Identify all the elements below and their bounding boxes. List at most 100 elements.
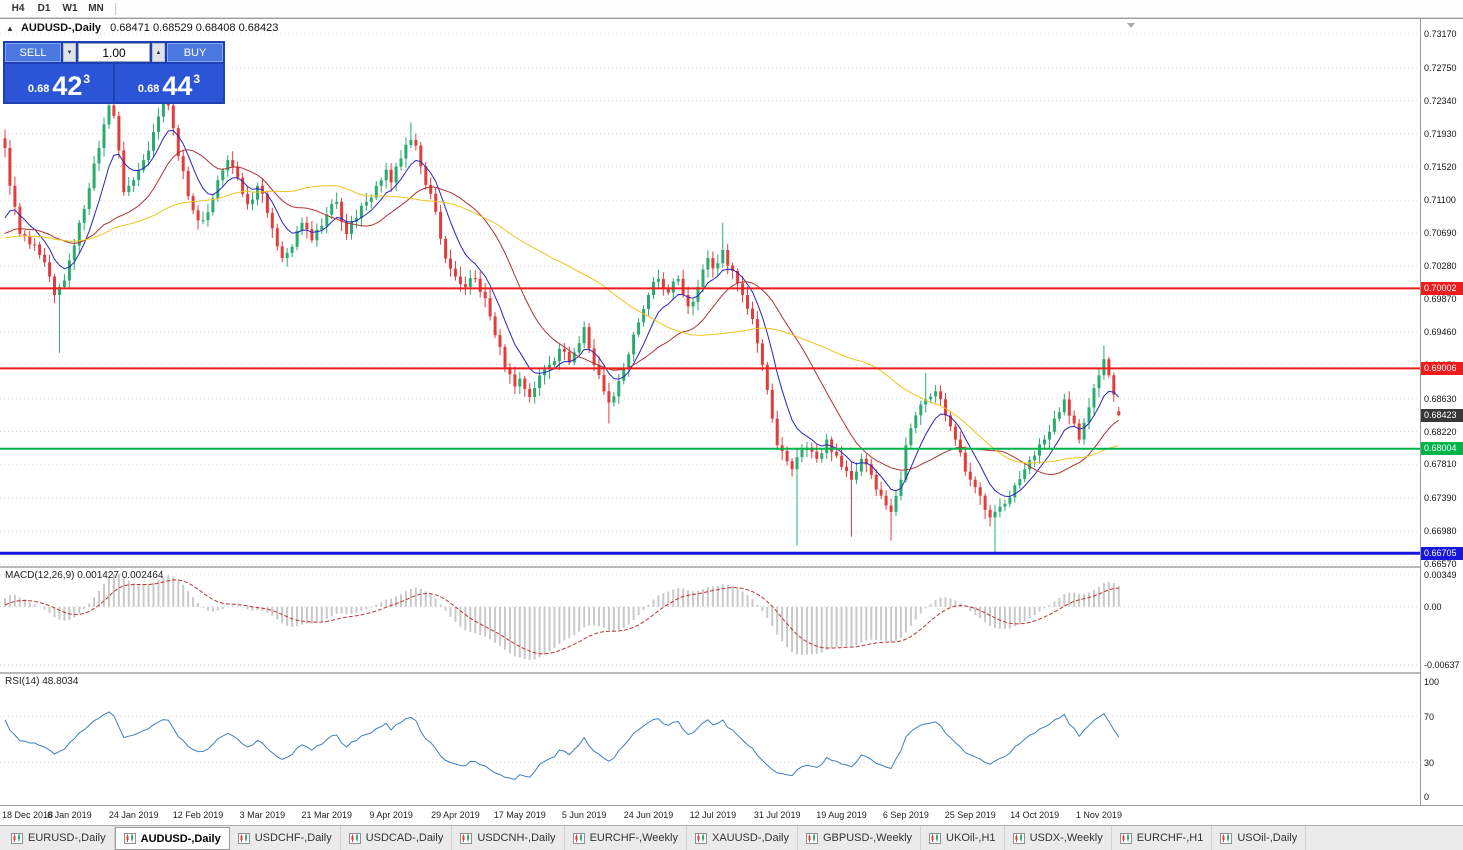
volume-increase-icon[interactable]: ▲	[152, 43, 165, 62]
chart-tab-eurchf-weekly[interactable]: EURCHF-,Weekly	[565, 826, 687, 850]
price-axis[interactable]: 0.73170 0.72750 0.72340 0.71930 0.71520 0.711…	[1420, 19, 1463, 805]
date-axis-label: 21 Mar 2019	[301, 810, 353, 820]
price-chart-canvas[interactable]	[0, 19, 1420, 566]
price-axis-label: 0.71520	[1424, 161, 1457, 172]
chart-tab-audusd-daily[interactable]: AUDUSD-,Daily	[114, 827, 230, 850]
chart-tab-label: UKOil-,H1	[946, 832, 996, 844]
chart-tab-usoil-daily[interactable]: USOil-,Daily	[1212, 826, 1307, 850]
price-axis-label: 0.66980	[1424, 526, 1457, 537]
price-axis-label: 0.68220	[1424, 426, 1457, 437]
chart-tab-xauusd-daily[interactable]: XAUUSD-,Daily	[687, 826, 798, 850]
date-axis-label: 29 Apr 2019	[431, 810, 480, 820]
chart-tab-label: XAUUSD-,Daily	[711, 832, 789, 844]
time-axis[interactable]: 18 Dec 2018 6 Jan 2019 24 Jan 2019 12 Feb 2…	[0, 805, 1463, 825]
chart-window: ▲ AUDUSD-,Daily 0.68471 0.68529 0.68408 …	[0, 18, 1463, 805]
rsi-axis-label: 70	[1424, 711, 1435, 722]
price-axis-label: 0.66570	[1424, 559, 1457, 569]
price-axis-label: 0.72340	[1424, 95, 1457, 106]
date-axis-label: 24 Jun 2019	[623, 810, 674, 820]
sell-price-pip-digit: 3	[83, 72, 91, 86]
price-axis-label: 0.70280	[1424, 261, 1457, 272]
price-axis-label: 0.68630	[1424, 393, 1457, 404]
chart-tab-ukoil-h1[interactable]: UKOil-,H1	[921, 826, 1005, 850]
price-axis-label: 0.67390	[1424, 493, 1457, 504]
sell-price-prefix: 0.68	[27, 83, 50, 95]
pane-separator[interactable]	[0, 566, 1420, 568]
chart-tab-usdx-weekly[interactable]: USDX-,Weekly	[1005, 826, 1112, 850]
macd-axis-label: 0.00349	[1424, 570, 1457, 580]
toolbar-separator	[115, 2, 116, 15]
timeframe-toolbar: H4 D1 W1 MN	[0, 0, 1463, 18]
chart-tab-label: GBPUSD-,Weekly	[823, 832, 913, 844]
mini-chart-icon	[694, 832, 707, 844]
price-axis-label: 0.69870	[1424, 294, 1457, 304]
price-pane: ▲ AUDUSD-,Daily 0.68471 0.68529 0.68408 …	[0, 19, 1420, 566]
price-level-tag[interactable]: 0.66705	[1421, 546, 1463, 560]
price-axis-label: 0.67810	[1424, 459, 1457, 470]
chart-tab-usdcnh-daily[interactable]: USDCNH-,Daily	[452, 826, 565, 850]
date-axis-label: 9 Apr 2019	[369, 810, 413, 820]
chart-tab-label: USDCAD-,Daily	[365, 832, 444, 844]
chart-tab-label: EURUSD-,Daily	[28, 832, 106, 844]
date-axis-label: 6 Jan 2019	[47, 810, 92, 820]
buy-button[interactable]: BUY	[167, 43, 223, 62]
sell-price-display[interactable]: 0.68 42 3	[5, 64, 113, 102]
mini-chart-icon	[1119, 832, 1132, 844]
chart-panes: ▲ AUDUSD-,Daily 0.68471 0.68529 0.68408 …	[0, 19, 1420, 805]
one-click-price-row: 0.68 42 3 0.68 44 3	[5, 64, 223, 102]
price-axis-label: 0.69460	[1424, 326, 1457, 337]
chart-symbol-label: AUDUSD-,Daily	[20, 22, 102, 34]
chart-tab-label: EURCHF-,H1	[1136, 832, 1204, 844]
macd-label: MACD(12,26,9) 0.001427 0.002464	[5, 570, 164, 581]
sell-button[interactable]: SELL	[5, 43, 61, 62]
mini-chart-icon	[237, 832, 250, 844]
chart-tab-usdcad-daily[interactable]: USDCAD-,Daily	[341, 826, 453, 850]
price-axis-label: 0.71100	[1424, 195, 1456, 206]
buy-price-prefix: 0.68	[137, 83, 160, 95]
price-level-tag[interactable]: 0.69006	[1421, 361, 1463, 375]
one-click-collapse-icon[interactable]: ▲	[6, 24, 14, 33]
chart-title: ▲ AUDUSD-,Daily 0.68471 0.68529 0.68408 …	[6, 22, 278, 34]
one-click-trading-panel: SELL ▼ ▲ BUY 0.68 42 3 0.68	[3, 41, 225, 104]
price-axis-label: 0.72750	[1424, 62, 1457, 73]
chart-ohlc-values: 0.68471 0.68529 0.68408 0.68423	[110, 22, 279, 34]
chart-tabbar: EURUSD-,Daily AUDUSD-,Daily USDCHF-,Daily U…	[0, 825, 1463, 850]
volume-decrease-icon[interactable]: ▼	[63, 43, 76, 62]
date-axis-label: 1 Nov 2019	[1075, 810, 1122, 820]
pane-separator[interactable]	[0, 672, 1420, 674]
mini-chart-icon	[929, 832, 942, 844]
price-level-tag[interactable]: 0.70002	[1421, 281, 1463, 295]
chart-tab-gbpusd-weekly[interactable]: GBPUSD-,Weekly	[798, 826, 922, 850]
chart-tab-label: USDX-,Weekly	[1029, 832, 1103, 844]
date-axis-label: 3 Mar 2019	[239, 810, 286, 820]
rsi-canvas[interactable]	[0, 674, 1420, 805]
macd-canvas[interactable]	[0, 568, 1420, 672]
chart-tab-label: USOil-,Daily	[1237, 832, 1298, 844]
macd-axis-label: 0.00	[1424, 601, 1442, 612]
date-axis-label: 31 Jul 2019	[753, 810, 801, 820]
price-level-tag[interactable]: 0.68423	[1421, 408, 1463, 422]
price-shift-marker[interactable]	[1127, 23, 1135, 28]
mini-chart-icon	[1220, 832, 1233, 844]
price-level-tag[interactable]: 0.68004	[1421, 442, 1463, 456]
buy-price-display[interactable]: 0.68 44 3	[115, 64, 223, 102]
buy-price-big-digits: 44	[162, 71, 193, 101]
timeframe-button-w1[interactable]: W1	[58, 1, 82, 16]
date-axis-label: 18 Dec 2018	[2, 810, 54, 820]
rsi-label: RSI(14) 48.8034	[5, 676, 79, 687]
chart-tab-usdchf-daily[interactable]: USDCHF-,Daily	[230, 826, 341, 850]
mini-chart-icon	[1012, 832, 1025, 844]
timeframe-button-d1[interactable]: D1	[32, 1, 56, 16]
buy-price-pip-digit: 3	[193, 72, 201, 86]
volume-input[interactable]	[78, 43, 150, 62]
timeframe-button-mn[interactable]: MN	[84, 1, 108, 16]
rsi-axis-label: 100	[1424, 677, 1440, 687]
macd-pane: MACD(12,26,9) 0.001427 0.002464	[0, 568, 1420, 672]
timeframe-button-h4[interactable]: H4	[6, 1, 30, 16]
date-axis-label: 12 Jul 2019	[689, 810, 737, 820]
chart-tab-eurchf-h1[interactable]: EURCHF-,H1	[1112, 826, 1213, 850]
chart-tab-eurusd-daily[interactable]: EURUSD-,Daily	[3, 826, 115, 850]
date-axis-label: 12 Feb 2019	[172, 810, 224, 820]
chart-tab-label: AUDUSD-,Daily	[140, 832, 221, 845]
